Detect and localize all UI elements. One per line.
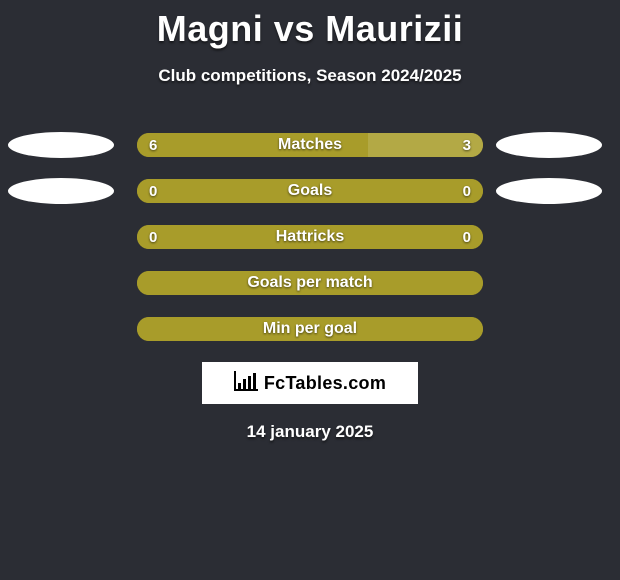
- page-title: Magni vs Maurizii: [0, 0, 620, 50]
- stat-bar: Goals per match: [137, 271, 483, 295]
- stat-bar-right: [368, 133, 483, 157]
- stat-bar: Matches63: [137, 133, 483, 157]
- left-player-ellipse: [8, 132, 114, 158]
- stat-bar-right: [310, 271, 483, 295]
- comparison-rows: Matches63 Goals00 Hattricks00 Goals per mat…: [0, 132, 620, 342]
- bar-chart-icon: [234, 371, 258, 396]
- stat-bar-left: [137, 317, 310, 341]
- left-player-ellipse: [8, 178, 114, 204]
- stat-bar: Goals00: [137, 179, 483, 203]
- stat-row: Matches63: [0, 132, 620, 158]
- stat-bar-right: [310, 225, 483, 249]
- stat-bar-left: [137, 133, 368, 157]
- stat-row: Min per goal: [0, 316, 620, 342]
- subtitle: Club competitions, Season 2024/2025: [0, 66, 620, 86]
- stat-bar: Hattricks00: [137, 225, 483, 249]
- stat-row: Hattricks00: [0, 224, 620, 250]
- stat-row: Goals per match: [0, 270, 620, 296]
- stat-bar-left: [137, 225, 310, 249]
- stat-bar-right: [310, 179, 483, 203]
- stat-bar-left: [137, 179, 310, 203]
- stat-bar-right: [310, 317, 483, 341]
- right-player-ellipse: [496, 178, 602, 204]
- fctables-logo: FcTables.com: [202, 362, 418, 404]
- stat-row: Goals00: [0, 178, 620, 204]
- stat-bar: Min per goal: [137, 317, 483, 341]
- snapshot-date: 14 january 2025: [0, 422, 620, 442]
- right-player-ellipse: [496, 132, 602, 158]
- logo-text: FcTables.com: [264, 373, 386, 394]
- stat-bar-left: [137, 271, 310, 295]
